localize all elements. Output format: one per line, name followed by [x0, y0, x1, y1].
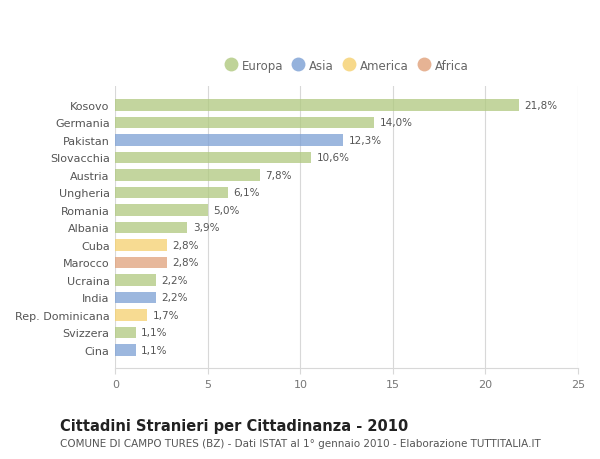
Bar	[115, 205, 208, 216]
Bar	[115, 344, 136, 356]
Bar	[115, 309, 147, 321]
Bar	[115, 274, 156, 286]
Text: 14,0%: 14,0%	[380, 118, 413, 128]
Text: 1,7%: 1,7%	[152, 310, 179, 320]
Legend: Europa, Asia, America, Africa: Europa, Asia, America, Africa	[221, 56, 472, 77]
Text: 2,8%: 2,8%	[173, 258, 199, 268]
Bar	[115, 170, 260, 181]
Bar	[115, 292, 156, 303]
Text: Cittadini Stranieri per Cittadinanza - 2010: Cittadini Stranieri per Cittadinanza - 2…	[60, 418, 408, 433]
Bar	[115, 100, 519, 111]
Text: 1,1%: 1,1%	[141, 345, 168, 355]
Text: 2,2%: 2,2%	[161, 275, 188, 285]
Text: COMUNE DI CAMPO TURES (BZ) - Dati ISTAT al 1° gennaio 2010 - Elaborazione TUTTIT: COMUNE DI CAMPO TURES (BZ) - Dati ISTAT …	[60, 438, 541, 448]
Bar	[115, 187, 228, 199]
Text: 21,8%: 21,8%	[524, 101, 557, 111]
Bar	[115, 152, 311, 164]
Text: 3,9%: 3,9%	[193, 223, 220, 233]
Bar	[115, 118, 374, 129]
Bar	[115, 135, 343, 146]
Text: 12,3%: 12,3%	[349, 135, 382, 146]
Text: 7,8%: 7,8%	[265, 170, 292, 180]
Bar	[115, 222, 187, 234]
Text: 6,1%: 6,1%	[234, 188, 260, 198]
Text: 10,6%: 10,6%	[317, 153, 350, 163]
Text: 2,8%: 2,8%	[173, 241, 199, 250]
Bar	[115, 327, 136, 338]
Text: 2,2%: 2,2%	[161, 293, 188, 303]
Bar	[115, 240, 167, 251]
Text: 1,1%: 1,1%	[141, 328, 168, 338]
Bar	[115, 257, 167, 269]
Text: 5,0%: 5,0%	[214, 206, 240, 215]
